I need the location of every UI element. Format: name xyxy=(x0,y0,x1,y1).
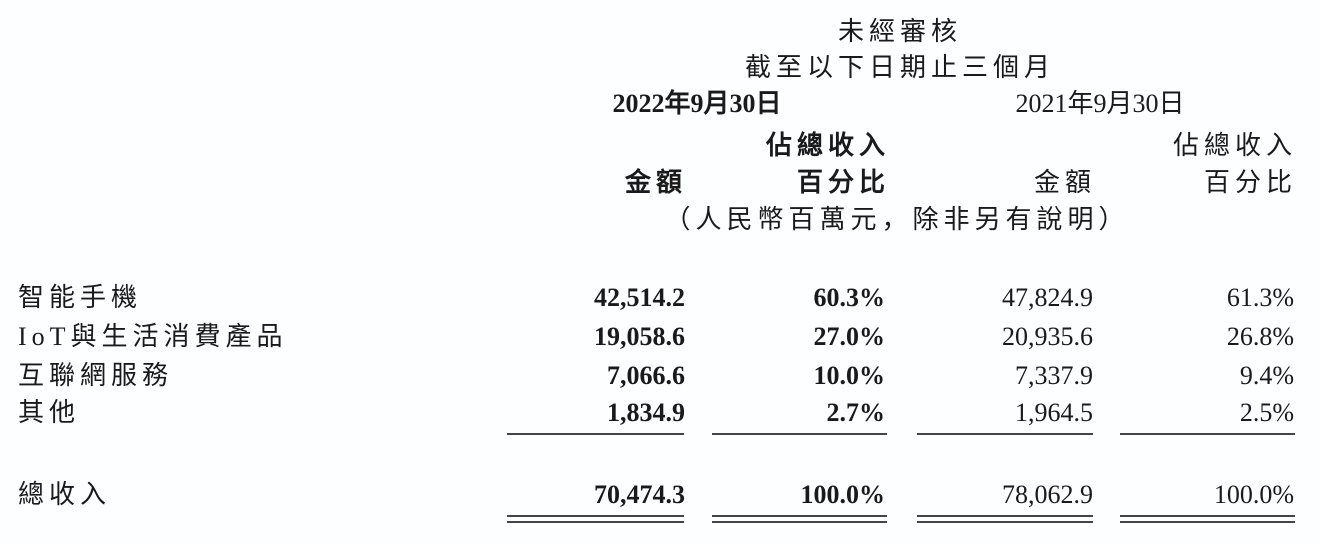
amount-heading-2021: 金額 xyxy=(1033,168,1096,197)
pct-2021: 9.4% xyxy=(1239,361,1294,390)
row-label: 智能手機 xyxy=(18,283,143,312)
pct-heading-2021: 百分比 xyxy=(1203,168,1297,197)
pct-heading-2021-top: 佔總收入 xyxy=(1172,131,1297,160)
row-label: 互聯網服務 xyxy=(18,361,174,390)
row-label: 其他 xyxy=(18,398,81,427)
pct-heading-2022: 百分比 xyxy=(796,168,890,197)
rule-line xyxy=(917,515,1093,517)
pct-2021: 61.3% xyxy=(1226,283,1294,312)
rule-line xyxy=(917,521,1093,523)
row-label: IoT與生活消費產品 xyxy=(18,322,288,351)
amount-2021: 7,337.9 xyxy=(1015,361,1093,390)
amount-2022: 19,058.6 xyxy=(594,322,685,351)
pct-2022: 27.0% xyxy=(813,322,886,351)
pct-2022: 60.3% xyxy=(813,283,886,312)
rule-line xyxy=(507,515,684,517)
amount-2021: 20,935.6 xyxy=(1002,322,1093,351)
rule-line xyxy=(507,521,684,523)
total-label: 總收入 xyxy=(18,480,112,509)
date-2021-heading: 2021年9月30日 xyxy=(1015,89,1185,118)
unit-note: （人民幣百萬元，除非另有說明） xyxy=(664,205,1130,234)
total-amount-2021: 78,062.9 xyxy=(1002,480,1093,509)
total-amount-2022: 70,474.3 xyxy=(594,480,685,509)
rule-line xyxy=(1120,515,1295,517)
amount-2021: 1,964.5 xyxy=(1015,398,1093,427)
pct-2022: 2.7% xyxy=(826,398,886,427)
date-2022-heading: 2022年9月30日 xyxy=(612,89,782,118)
amount-2022: 1,834.9 xyxy=(607,398,685,427)
pct-2021: 2.5% xyxy=(1239,398,1294,427)
rule-line xyxy=(712,515,887,517)
amount-2022: 42,514.2 xyxy=(594,283,685,312)
rule-line xyxy=(1120,433,1295,435)
amount-2021: 47,824.9 xyxy=(1002,283,1093,312)
amount-2022: 7,066.6 xyxy=(607,361,685,390)
pct-2021: 26.8% xyxy=(1226,322,1294,351)
audit-status-heading: 未經審核 xyxy=(837,17,963,46)
total-pct-2022: 100.0% xyxy=(800,480,886,509)
rule-line xyxy=(507,433,684,435)
rule-line xyxy=(1120,521,1295,523)
amount-heading-2022: 金額 xyxy=(624,168,687,197)
rule-line xyxy=(712,433,887,435)
pct-heading-2022-top: 佔總收入 xyxy=(765,131,890,160)
rule-line xyxy=(712,521,887,523)
total-pct-2021: 100.0% xyxy=(1213,480,1294,509)
rule-line xyxy=(917,433,1093,435)
pct-2022: 10.0% xyxy=(813,361,886,390)
period-heading: 截至以下日期止三個月 xyxy=(744,53,1056,82)
